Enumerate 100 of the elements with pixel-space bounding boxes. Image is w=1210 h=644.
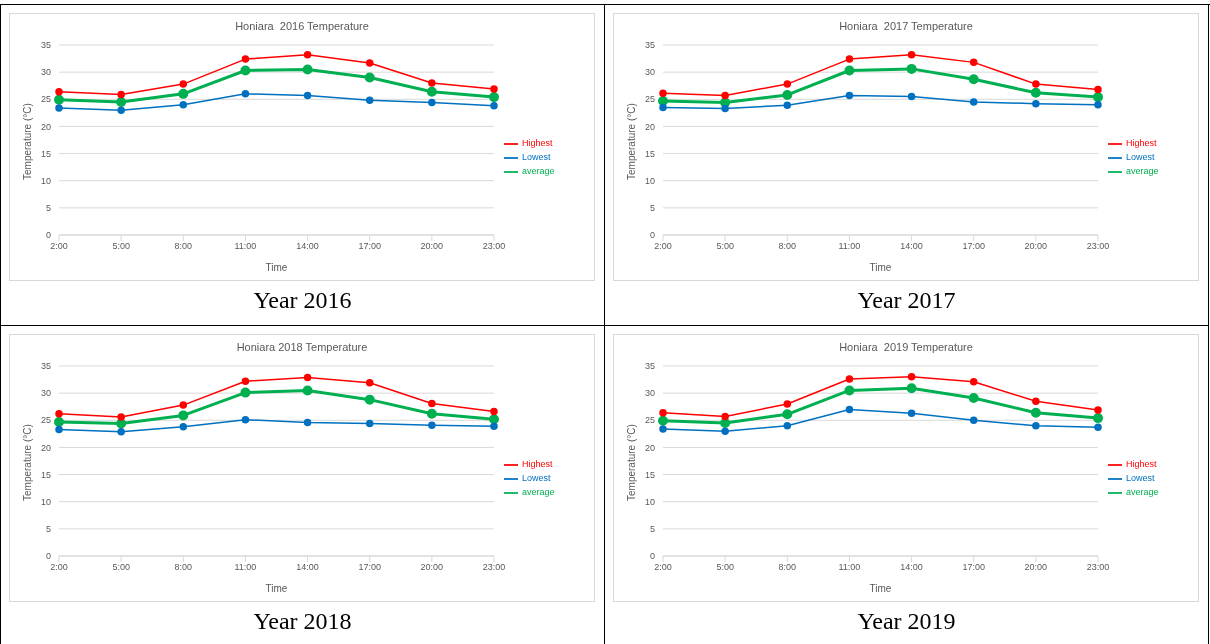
y-tick-label: 15 <box>644 469 655 480</box>
chart-title: Honiara 2018 Temperature <box>235 341 369 353</box>
point <box>428 98 436 107</box>
x-tick-label: 2:00 <box>50 562 68 573</box>
y-tick-label: 20 <box>644 442 655 453</box>
y-tick-label: 10 <box>644 175 655 186</box>
point <box>117 413 125 421</box>
x-tick-label: 17:00 <box>962 241 985 252</box>
y-tick-label: 10 <box>40 175 51 186</box>
point <box>179 423 188 431</box>
point <box>117 427 125 436</box>
point <box>1030 87 1041 98</box>
point <box>907 51 916 59</box>
x-tick-label: 17:00 <box>358 562 381 573</box>
point <box>302 64 313 75</box>
point <box>365 96 374 105</box>
y-tick-label: 20 <box>40 121 51 132</box>
point <box>179 401 188 409</box>
point <box>782 409 793 420</box>
point <box>721 91 729 100</box>
x-tick-label: 23:00 <box>482 562 506 573</box>
point <box>720 418 731 428</box>
point <box>55 425 63 434</box>
y-tick-label: 25 <box>644 415 655 426</box>
point <box>783 101 792 110</box>
y-tick-label: 15 <box>40 469 51 480</box>
point <box>365 59 374 67</box>
point <box>969 377 978 386</box>
x-tick-label: 11:00 <box>234 241 257 252</box>
point <box>783 421 792 430</box>
point <box>490 407 498 416</box>
x-tick-label: 8:00 <box>174 562 193 573</box>
point <box>659 425 667 433</box>
point <box>426 86 437 97</box>
x-tick-label: 2:00 <box>654 562 672 573</box>
y-tick-label: 20 <box>40 442 51 453</box>
y-tick-label: 35 <box>40 40 51 51</box>
y-tick-label: 35 <box>40 361 51 372</box>
x-tick-label: 2:00 <box>50 241 68 252</box>
y-axis-title: Temperature (°C) <box>625 424 637 501</box>
x-tick-label: 5:00 <box>716 562 734 573</box>
x-tick-label: 14:00 <box>296 241 319 252</box>
legend-label: Highest <box>1126 138 1157 149</box>
y-tick-label: 10 <box>644 496 655 507</box>
point <box>303 51 312 59</box>
point <box>1032 80 1040 88</box>
point <box>783 80 792 88</box>
y-axis-title: Temperature (°C) <box>21 424 33 501</box>
chart-title: Honiara 2016 Temperature <box>234 20 370 32</box>
point <box>490 85 498 93</box>
point <box>428 421 436 429</box>
legend-label: average <box>522 166 555 177</box>
point <box>969 416 978 425</box>
x-tick-label: 5:00 <box>716 241 734 252</box>
point <box>54 94 64 105</box>
text: Year 2019 <box>856 608 957 635</box>
x-tick-label: 8:00 <box>174 241 193 252</box>
point <box>365 419 374 428</box>
x-axis-title: Time <box>265 583 288 594</box>
x-tick-label: 5:00 <box>112 562 130 573</box>
x-tick-label: 23:00 <box>1086 241 1110 252</box>
point <box>659 89 667 98</box>
point <box>426 408 437 419</box>
x-tick-label: 14:00 <box>296 562 319 573</box>
y-tick-label: 30 <box>644 388 655 399</box>
x-tick-label: 14:00 <box>900 241 923 252</box>
point <box>490 102 498 110</box>
point <box>364 72 375 83</box>
x-tick-label: 8:00 <box>778 562 797 573</box>
point <box>117 106 125 114</box>
point <box>907 409 916 417</box>
y-tick-label: 15 <box>40 148 51 159</box>
y-tick-label: 0 <box>45 551 51 562</box>
point <box>241 377 250 385</box>
y-tick-label: 35 <box>644 361 655 372</box>
x-tick-label: 11:00 <box>838 562 861 573</box>
x-tick-label: 20:00 <box>420 562 444 573</box>
legend-label: Lowest <box>522 152 551 163</box>
y-tick-label: 30 <box>40 67 51 78</box>
point <box>907 373 916 381</box>
legend-label: average <box>1126 166 1159 177</box>
point <box>906 63 917 74</box>
y-tick-label: 0 <box>649 230 655 241</box>
point <box>489 92 499 103</box>
point <box>489 414 499 425</box>
text: Year 2016 <box>252 287 353 314</box>
point <box>721 412 729 421</box>
y-tick-label: 35 <box>644 40 655 51</box>
point <box>845 375 854 383</box>
point <box>116 97 127 107</box>
x-tick-label: 23:00 <box>1086 562 1110 573</box>
x-tick-label: 8:00 <box>778 241 797 252</box>
x-tick-label: 20:00 <box>1024 241 1048 252</box>
point <box>659 408 667 417</box>
point <box>240 387 251 398</box>
x-tick-label: 20:00 <box>420 241 444 252</box>
point <box>1032 397 1040 406</box>
point <box>969 98 978 106</box>
point <box>658 415 668 426</box>
point <box>1093 413 1103 424</box>
